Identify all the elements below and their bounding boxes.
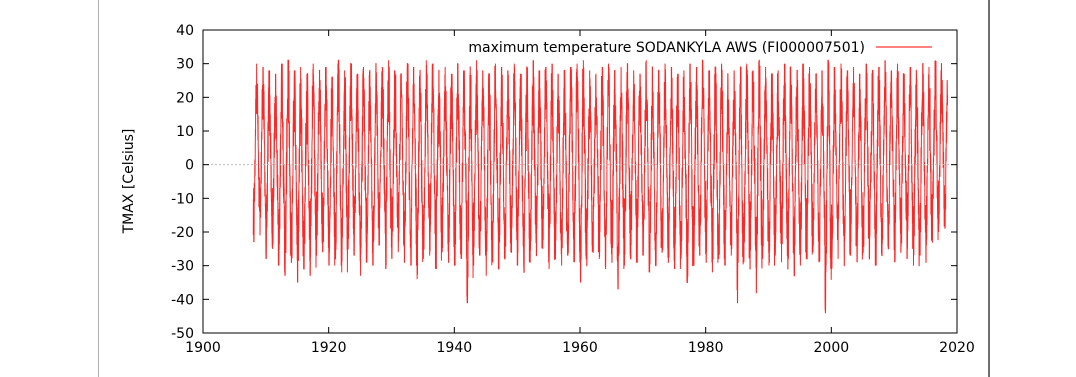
x-tick-label: 1940	[437, 340, 473, 356]
y-tick-label: -10	[171, 191, 194, 207]
y-tick-label: 10	[176, 124, 194, 140]
x-tick-label: 2000	[814, 340, 850, 356]
legend: maximum temperature SODANKYLA AWS (FI000…	[468, 40, 932, 56]
y-tick-label: -40	[171, 292, 194, 308]
x-axis-ticks: 1900 1920 1940 1960 1980 2000 2020	[185, 30, 975, 356]
series-line	[252, 59, 949, 314]
y-tick-label: 40	[176, 23, 194, 39]
frame-right-line	[988, 0, 990, 377]
frame-left-line	[98, 0, 99, 377]
legend-label: maximum temperature SODANKYLA AWS (FI000…	[468, 40, 865, 56]
x-tick-label: 1900	[185, 340, 221, 356]
y-axis-label: TMAX [Celsius]	[121, 129, 137, 235]
plot-border	[202, 29, 958, 334]
series-layer	[252, 59, 949, 314]
y-tick-label: 0	[185, 158, 194, 174]
y-tick-label: -30	[171, 259, 194, 275]
x-tick-label: 1960	[562, 340, 598, 356]
y-axis-ticks: -50 -40 -30 -20 -10 0 10 20 30 40	[171, 23, 957, 342]
y-tick-label: 30	[176, 57, 194, 73]
y-tick-label: -20	[171, 225, 194, 241]
x-tick-label: 1920	[311, 340, 347, 356]
y-tick-label: 20	[176, 90, 194, 106]
x-tick-label: 1980	[688, 340, 724, 356]
y-tick-label: -50	[171, 326, 194, 342]
x-tick-label: 2020	[939, 340, 975, 356]
